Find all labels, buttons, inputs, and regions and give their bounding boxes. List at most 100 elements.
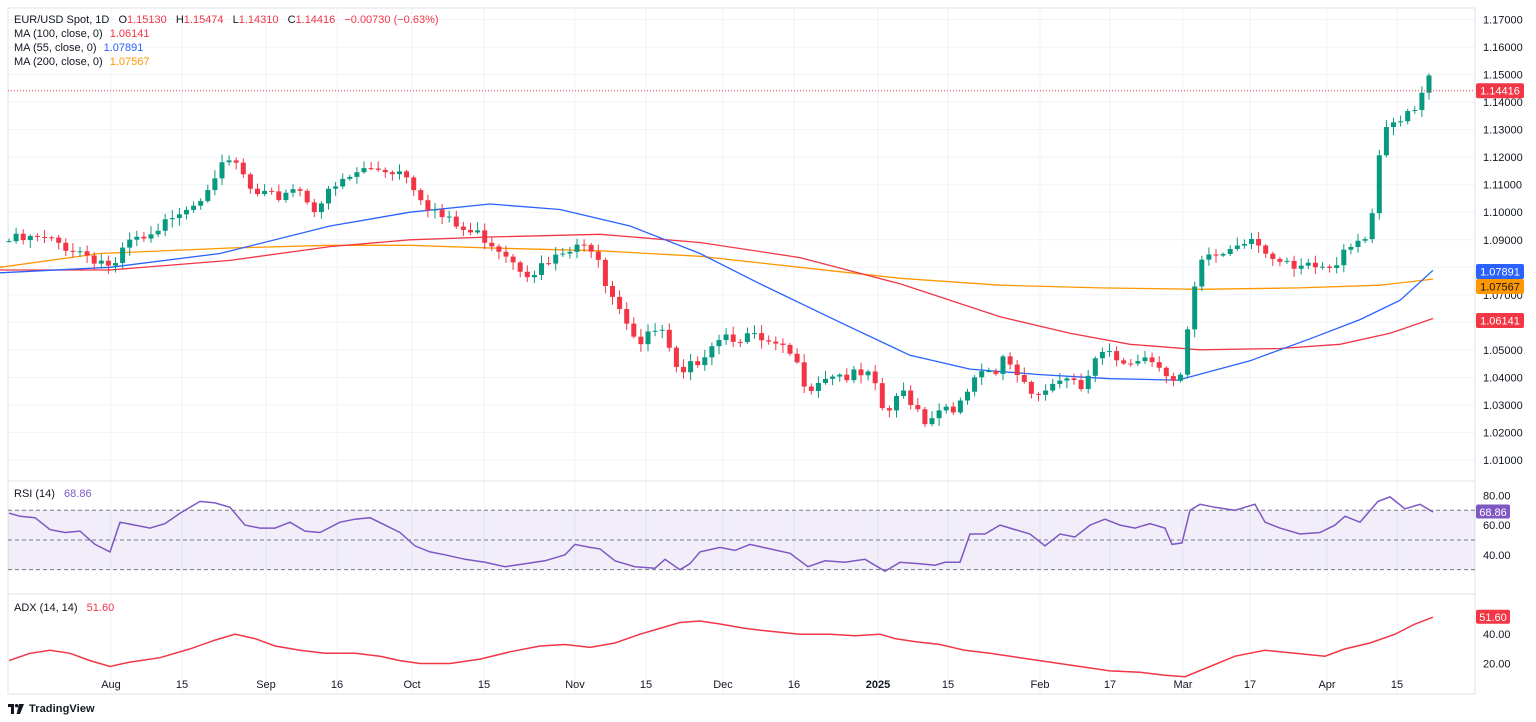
candle-body	[1341, 249, 1347, 266]
candle-body	[141, 236, 147, 239]
candle-body	[1192, 286, 1198, 330]
candle-body	[354, 172, 360, 177]
rsi-value-tag-text: 68.86	[1479, 507, 1507, 519]
price-tick-label: 1.17000	[1483, 15, 1523, 27]
candle-body	[922, 409, 928, 425]
candle-body	[1305, 262, 1311, 266]
candle-body	[1149, 357, 1155, 363]
candle-body	[155, 230, 161, 235]
price-tick-label: 1.03000	[1483, 400, 1523, 412]
candle-body	[837, 374, 843, 377]
candle-body	[1220, 253, 1226, 256]
time-tick-label: 15	[478, 679, 490, 691]
tradingview-logo-text: TradingView	[29, 703, 95, 715]
candle-body	[1107, 351, 1112, 353]
candle-body	[347, 176, 353, 179]
candle-body	[134, 236, 140, 240]
candle-body	[1050, 383, 1056, 391]
ma100-value: 1.06141	[110, 28, 150, 40]
candle-body	[830, 376, 836, 379]
candle-body	[759, 333, 765, 341]
time-tick-label: Sep	[256, 679, 276, 691]
candle-body	[1043, 390, 1049, 395]
candle-body	[737, 341, 743, 343]
ohlc-close-value: 1.14416	[296, 14, 336, 26]
candle-body	[212, 178, 218, 191]
candle-body	[34, 235, 40, 237]
candle-body	[297, 189, 303, 191]
candle-body	[666, 329, 672, 348]
candle-body	[198, 201, 204, 206]
ma100-label: MA (100, close, 0)	[14, 28, 103, 40]
candle-body	[1320, 266, 1325, 268]
candle-body	[503, 251, 509, 257]
time-tick-label: Feb	[1031, 679, 1050, 691]
candle-body	[752, 333, 757, 335]
adx-label: ADX (14, 14)	[14, 602, 78, 614]
candle-body	[375, 168, 381, 170]
candle-body	[851, 369, 857, 381]
candle-body	[595, 251, 601, 260]
candle-body	[588, 244, 594, 252]
candle-body	[815, 382, 821, 392]
candle-body	[219, 162, 225, 179]
time-axis[interactable]: Aug 15 Sep 16 Oct 15 Nov 15 Dec 16 2025 15 Feb 17 Mar 1…	[101, 679, 1403, 691]
candle-body	[482, 230, 488, 243]
price-tick-label: 1.12000	[1483, 152, 1523, 164]
candle-body	[389, 172, 395, 175]
candle-body	[1312, 262, 1318, 268]
price-tick-label: 1.09000	[1483, 235, 1523, 247]
candle-body	[1064, 378, 1070, 381]
candle-body	[844, 374, 850, 381]
candle-body	[681, 366, 686, 373]
candle-body	[262, 190, 268, 195]
candle-body	[553, 254, 559, 264]
candle-body	[993, 371, 999, 374]
candle-body	[787, 344, 793, 354]
candle-body	[489, 242, 495, 247]
candle-body	[865, 371, 871, 376]
candle-body	[602, 259, 608, 287]
candle-body	[1185, 329, 1191, 375]
tradingview-logo[interactable]: TradingView	[8, 702, 95, 716]
time-tick-label: Dec	[713, 679, 733, 691]
candle-body	[730, 334, 736, 342]
candle-body	[510, 256, 516, 263]
candle-body	[1398, 121, 1404, 123]
candle-body	[20, 233, 26, 241]
candle-body	[1078, 380, 1084, 390]
candle-body	[162, 219, 168, 231]
candle-body	[98, 260, 104, 264]
candle-body	[276, 191, 282, 200]
candle-body	[744, 333, 750, 342]
candle-body	[333, 186, 339, 189]
candle-body	[283, 192, 289, 200]
candle-body	[631, 323, 637, 337]
rsi-tick-label: 60.00	[1483, 520, 1511, 532]
rsi-axis: 80.00 60.00 40.00	[1483, 490, 1511, 561]
candle-body	[240, 162, 246, 175]
candle-body	[901, 390, 907, 397]
ohlc-high-label: H	[176, 14, 184, 26]
candle-body	[979, 371, 985, 378]
candle-body	[148, 234, 154, 239]
candle-body	[610, 286, 615, 297]
time-tick-label: 17	[1104, 679, 1116, 691]
candle-body	[1163, 367, 1169, 377]
candle-body	[255, 188, 260, 195]
candle-body	[823, 378, 828, 383]
candle-body	[1376, 155, 1382, 214]
time-tick-label: 16	[788, 679, 800, 691]
candle-body	[269, 190, 275, 192]
ma200-label: MA (200, close, 0)	[14, 56, 103, 68]
candle-body	[1298, 265, 1304, 269]
candle-body	[539, 263, 544, 275]
candle-body	[1057, 380, 1063, 384]
candle-body	[1249, 239, 1254, 244]
candle-body	[1085, 375, 1091, 390]
time-tick-label: Nov	[565, 679, 585, 691]
candle-body	[1135, 361, 1141, 364]
candle-body	[1007, 356, 1013, 365]
